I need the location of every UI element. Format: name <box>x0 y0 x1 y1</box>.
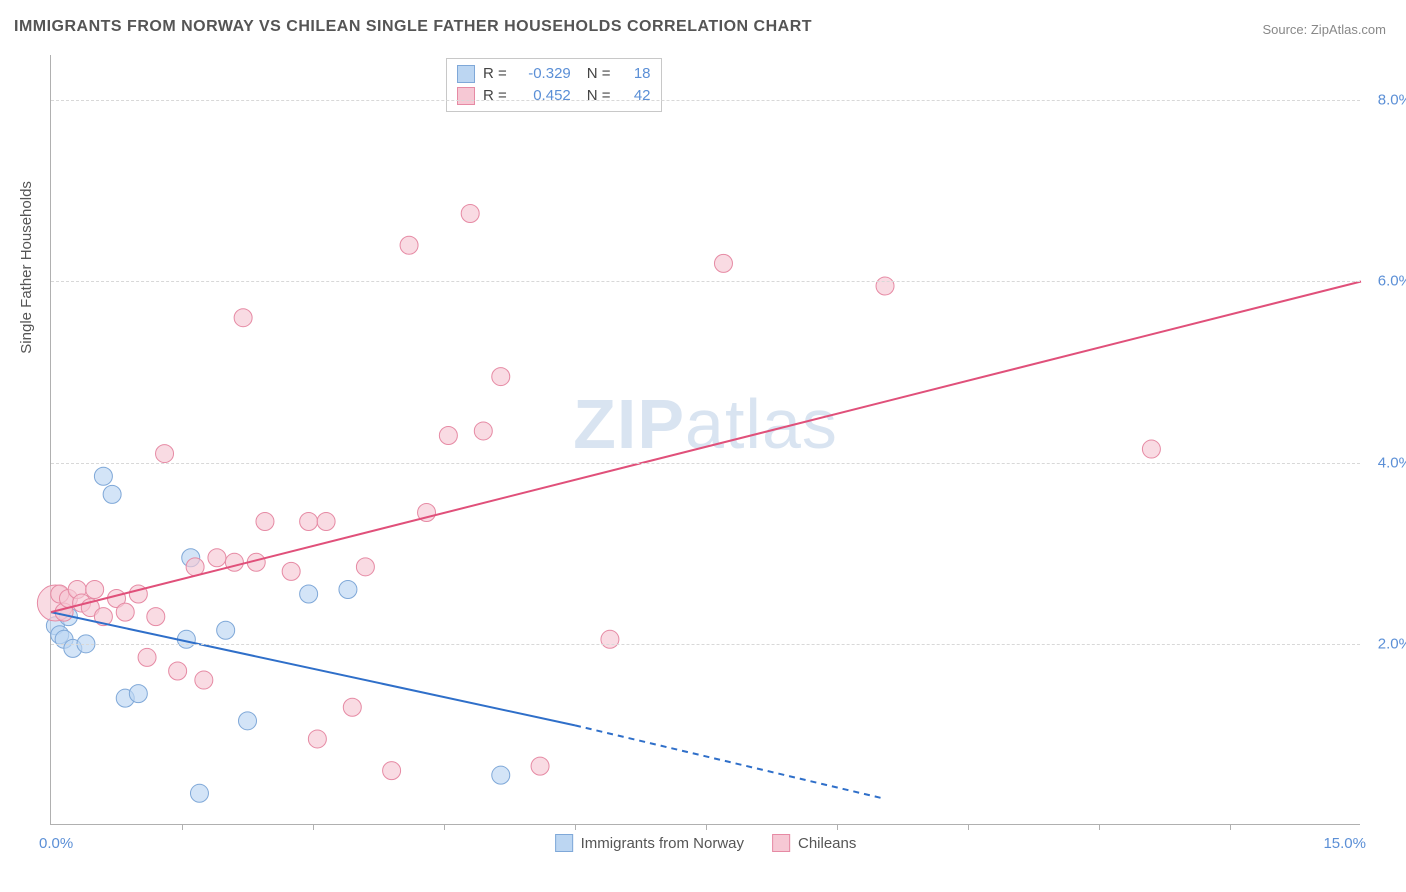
regression-line <box>51 612 575 725</box>
data-point <box>876 277 894 295</box>
data-point <box>239 712 257 730</box>
data-point <box>492 766 510 784</box>
x-tick <box>1230 824 1231 830</box>
bottom-legend-label-1: Immigrants from Norway <box>581 835 744 852</box>
data-point <box>317 513 335 531</box>
bottom-legend-swatch-2 <box>772 834 790 852</box>
x-tick-label-min: 0.0% <box>39 835 73 852</box>
data-point <box>1142 440 1160 458</box>
x-tick-label-max: 15.0% <box>1323 835 1366 852</box>
data-point <box>156 445 174 463</box>
y-tick-label: 6.0% <box>1364 273 1406 290</box>
data-point <box>383 762 401 780</box>
data-point <box>208 549 226 567</box>
data-point <box>186 558 204 576</box>
bottom-legend-item-1: Immigrants from Norway <box>555 834 744 852</box>
data-point <box>94 467 112 485</box>
bottom-legend-label-2: Chileans <box>798 835 856 852</box>
bottom-legend-swatch-1 <box>555 834 573 852</box>
legend-n-label-1: N = <box>587 63 611 85</box>
data-point <box>461 205 479 223</box>
data-point <box>439 426 457 444</box>
data-point <box>400 236 418 254</box>
chart-container: IMMIGRANTS FROM NORWAY VS CHILEAN SINGLE… <box>0 0 1406 892</box>
legend-swatch-series2 <box>457 87 475 105</box>
source-name: ZipAtlas.com <box>1311 22 1386 37</box>
data-point <box>190 784 208 802</box>
bottom-legend: Immigrants from Norway Chileans <box>555 834 857 852</box>
data-point <box>256 513 274 531</box>
data-point <box>103 485 121 503</box>
data-point <box>308 730 326 748</box>
x-tick <box>968 824 969 830</box>
legend-swatch-series1 <box>457 65 475 83</box>
legend-r-label-2: R = <box>483 85 507 107</box>
data-point <box>234 309 252 327</box>
data-point <box>225 553 243 571</box>
data-point <box>86 580 104 598</box>
plot-area: ZIPatlas R = -0.329 N = 18 R = 0.452 N =… <box>50 55 1360 825</box>
chart-title: IMMIGRANTS FROM NORWAY VS CHILEAN SINGLE… <box>14 18 812 36</box>
bottom-legend-item-2: Chileans <box>772 834 856 852</box>
data-point <box>356 558 374 576</box>
y-axis-label: Single Father Households <box>18 181 35 354</box>
data-point <box>300 513 318 531</box>
x-tick <box>837 824 838 830</box>
plot-svg <box>51 55 1360 824</box>
legend-row-series2: R = 0.452 N = 42 <box>457 85 651 107</box>
legend-r-label-1: R = <box>483 63 507 85</box>
x-tick <box>706 824 707 830</box>
data-point <box>601 630 619 648</box>
x-tick <box>575 824 576 830</box>
regression-line <box>575 725 881 797</box>
x-tick <box>182 824 183 830</box>
data-point <box>116 603 134 621</box>
data-point <box>129 685 147 703</box>
data-point <box>147 608 165 626</box>
x-tick <box>313 824 314 830</box>
regression-line <box>51 281 1361 612</box>
data-point <box>169 662 187 680</box>
data-point <box>282 562 300 580</box>
data-point <box>531 757 549 775</box>
gridline-h <box>51 100 1360 101</box>
y-tick-label: 4.0% <box>1364 454 1406 471</box>
data-point <box>138 648 156 666</box>
legend-row-series1: R = -0.329 N = 18 <box>457 63 651 85</box>
legend-r-value-1: -0.329 <box>515 63 571 85</box>
data-point <box>714 254 732 272</box>
data-point <box>474 422 492 440</box>
gridline-h <box>51 644 1360 645</box>
gridline-h <box>51 281 1360 282</box>
y-tick-label: 2.0% <box>1364 635 1406 652</box>
data-point <box>217 621 235 639</box>
y-tick-label: 8.0% <box>1364 92 1406 109</box>
legend-n-value-2: 42 <box>619 85 651 107</box>
gridline-h <box>51 463 1360 464</box>
source-attribution: Source: ZipAtlas.com <box>1262 22 1386 37</box>
source-label: Source: <box>1262 22 1310 37</box>
legend-n-value-1: 18 <box>619 63 651 85</box>
x-tick <box>444 824 445 830</box>
correlation-legend: R = -0.329 N = 18 R = 0.452 N = 42 <box>446 58 662 112</box>
data-point <box>300 585 318 603</box>
data-point <box>195 671 213 689</box>
data-point <box>492 368 510 386</box>
data-point <box>339 580 357 598</box>
x-tick <box>1099 824 1100 830</box>
data-point <box>343 698 361 716</box>
legend-r-value-2: 0.452 <box>515 85 571 107</box>
legend-n-label-2: N = <box>587 85 611 107</box>
